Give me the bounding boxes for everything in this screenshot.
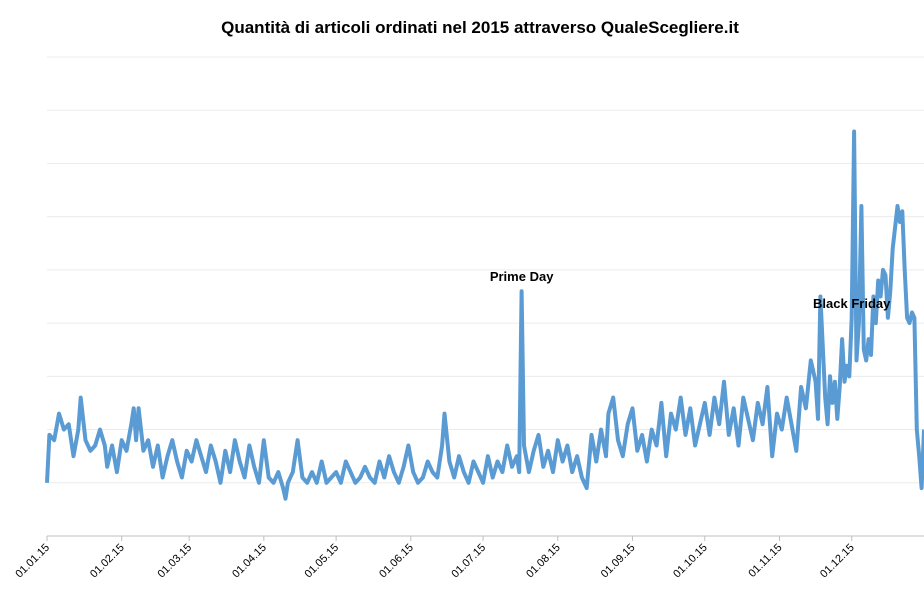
annotation: Prime Day	[490, 269, 554, 284]
x-tick-label: 01.11.15	[746, 542, 784, 580]
x-tick-label: 01.05.15	[302, 542, 341, 581]
x-tick-label: 01.12.15	[818, 542, 857, 581]
x-tick-label: 01.07.15	[449, 542, 488, 581]
x-tick-label: 01.04.15	[230, 542, 269, 581]
chart-title: Quantità di articoli ordinati nel 2015 a…	[221, 18, 739, 37]
x-tick-label: 01.02.15	[88, 542, 127, 581]
data-line	[45, 129, 924, 501]
x-tick-label: 01.08.15	[524, 542, 563, 581]
x-tick-label: 01.01.15	[13, 542, 52, 581]
x-tick-label: 01.03.15	[156, 542, 195, 581]
x-tick-label: 01.09.15	[599, 542, 638, 581]
annotation: Black Friday	[813, 296, 891, 311]
x-tick-label: 01.10.15	[671, 542, 710, 581]
x-tick-label: 01.06.15	[377, 542, 416, 581]
